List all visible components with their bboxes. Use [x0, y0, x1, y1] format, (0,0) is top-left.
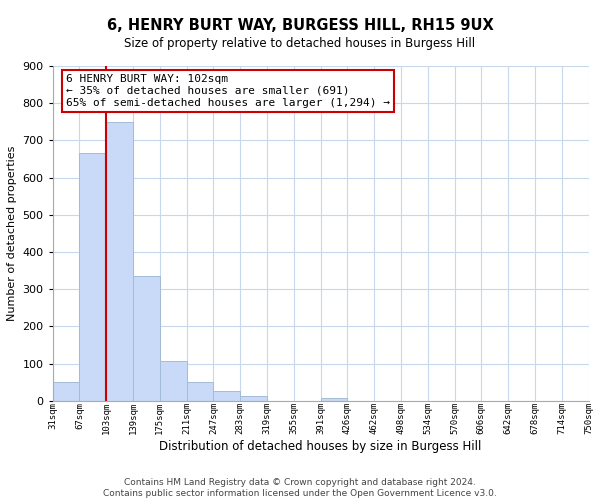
- Text: Size of property relative to detached houses in Burgess Hill: Size of property relative to detached ho…: [124, 38, 476, 51]
- Y-axis label: Number of detached properties: Number of detached properties: [7, 146, 17, 321]
- Bar: [53, 382, 79, 401]
- Text: Contains HM Land Registry data © Crown copyright and database right 2024.
Contai: Contains HM Land Registry data © Crown c…: [103, 478, 497, 498]
- Bar: [187, 382, 214, 401]
- Text: 6, HENRY BURT WAY, BURGESS HILL, RH15 9UX: 6, HENRY BURT WAY, BURGESS HILL, RH15 9U…: [107, 18, 493, 32]
- Bar: [240, 396, 267, 401]
- Text: 6 HENRY BURT WAY: 102sqm
← 35% of detached houses are smaller (691)
65% of semi-: 6 HENRY BURT WAY: 102sqm ← 35% of detach…: [66, 74, 390, 108]
- Bar: [320, 398, 347, 401]
- Bar: [79, 154, 106, 401]
- Bar: [133, 276, 160, 401]
- Bar: [106, 122, 133, 401]
- Bar: [214, 391, 240, 401]
- Bar: [160, 361, 187, 401]
- X-axis label: Distribution of detached houses by size in Burgess Hill: Distribution of detached houses by size …: [160, 440, 482, 453]
